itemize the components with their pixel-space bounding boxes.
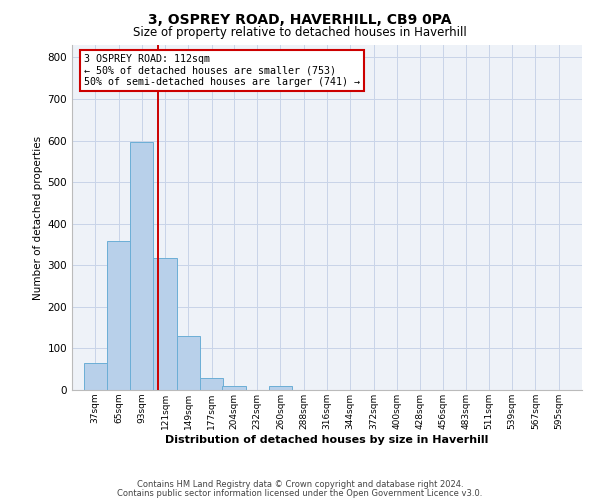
Text: Contains public sector information licensed under the Open Government Licence v3: Contains public sector information licen… xyxy=(118,488,482,498)
Bar xyxy=(154,258,176,390)
Bar xyxy=(130,142,154,390)
Bar xyxy=(269,386,292,390)
Bar xyxy=(176,336,200,390)
Text: Size of property relative to detached houses in Haverhill: Size of property relative to detached ho… xyxy=(133,26,467,39)
Bar xyxy=(83,363,107,390)
Bar xyxy=(107,241,130,390)
Text: Contains HM Land Registry data © Crown copyright and database right 2024.: Contains HM Land Registry data © Crown c… xyxy=(137,480,463,489)
Bar xyxy=(200,378,223,390)
X-axis label: Distribution of detached houses by size in Haverhill: Distribution of detached houses by size … xyxy=(166,434,488,444)
Bar xyxy=(223,386,245,390)
Text: 3, OSPREY ROAD, HAVERHILL, CB9 0PA: 3, OSPREY ROAD, HAVERHILL, CB9 0PA xyxy=(148,12,452,26)
Y-axis label: Number of detached properties: Number of detached properties xyxy=(34,136,43,300)
Text: 3 OSPREY ROAD: 112sqm
← 50% of detached houses are smaller (753)
50% of semi-det: 3 OSPREY ROAD: 112sqm ← 50% of detached … xyxy=(85,54,361,88)
